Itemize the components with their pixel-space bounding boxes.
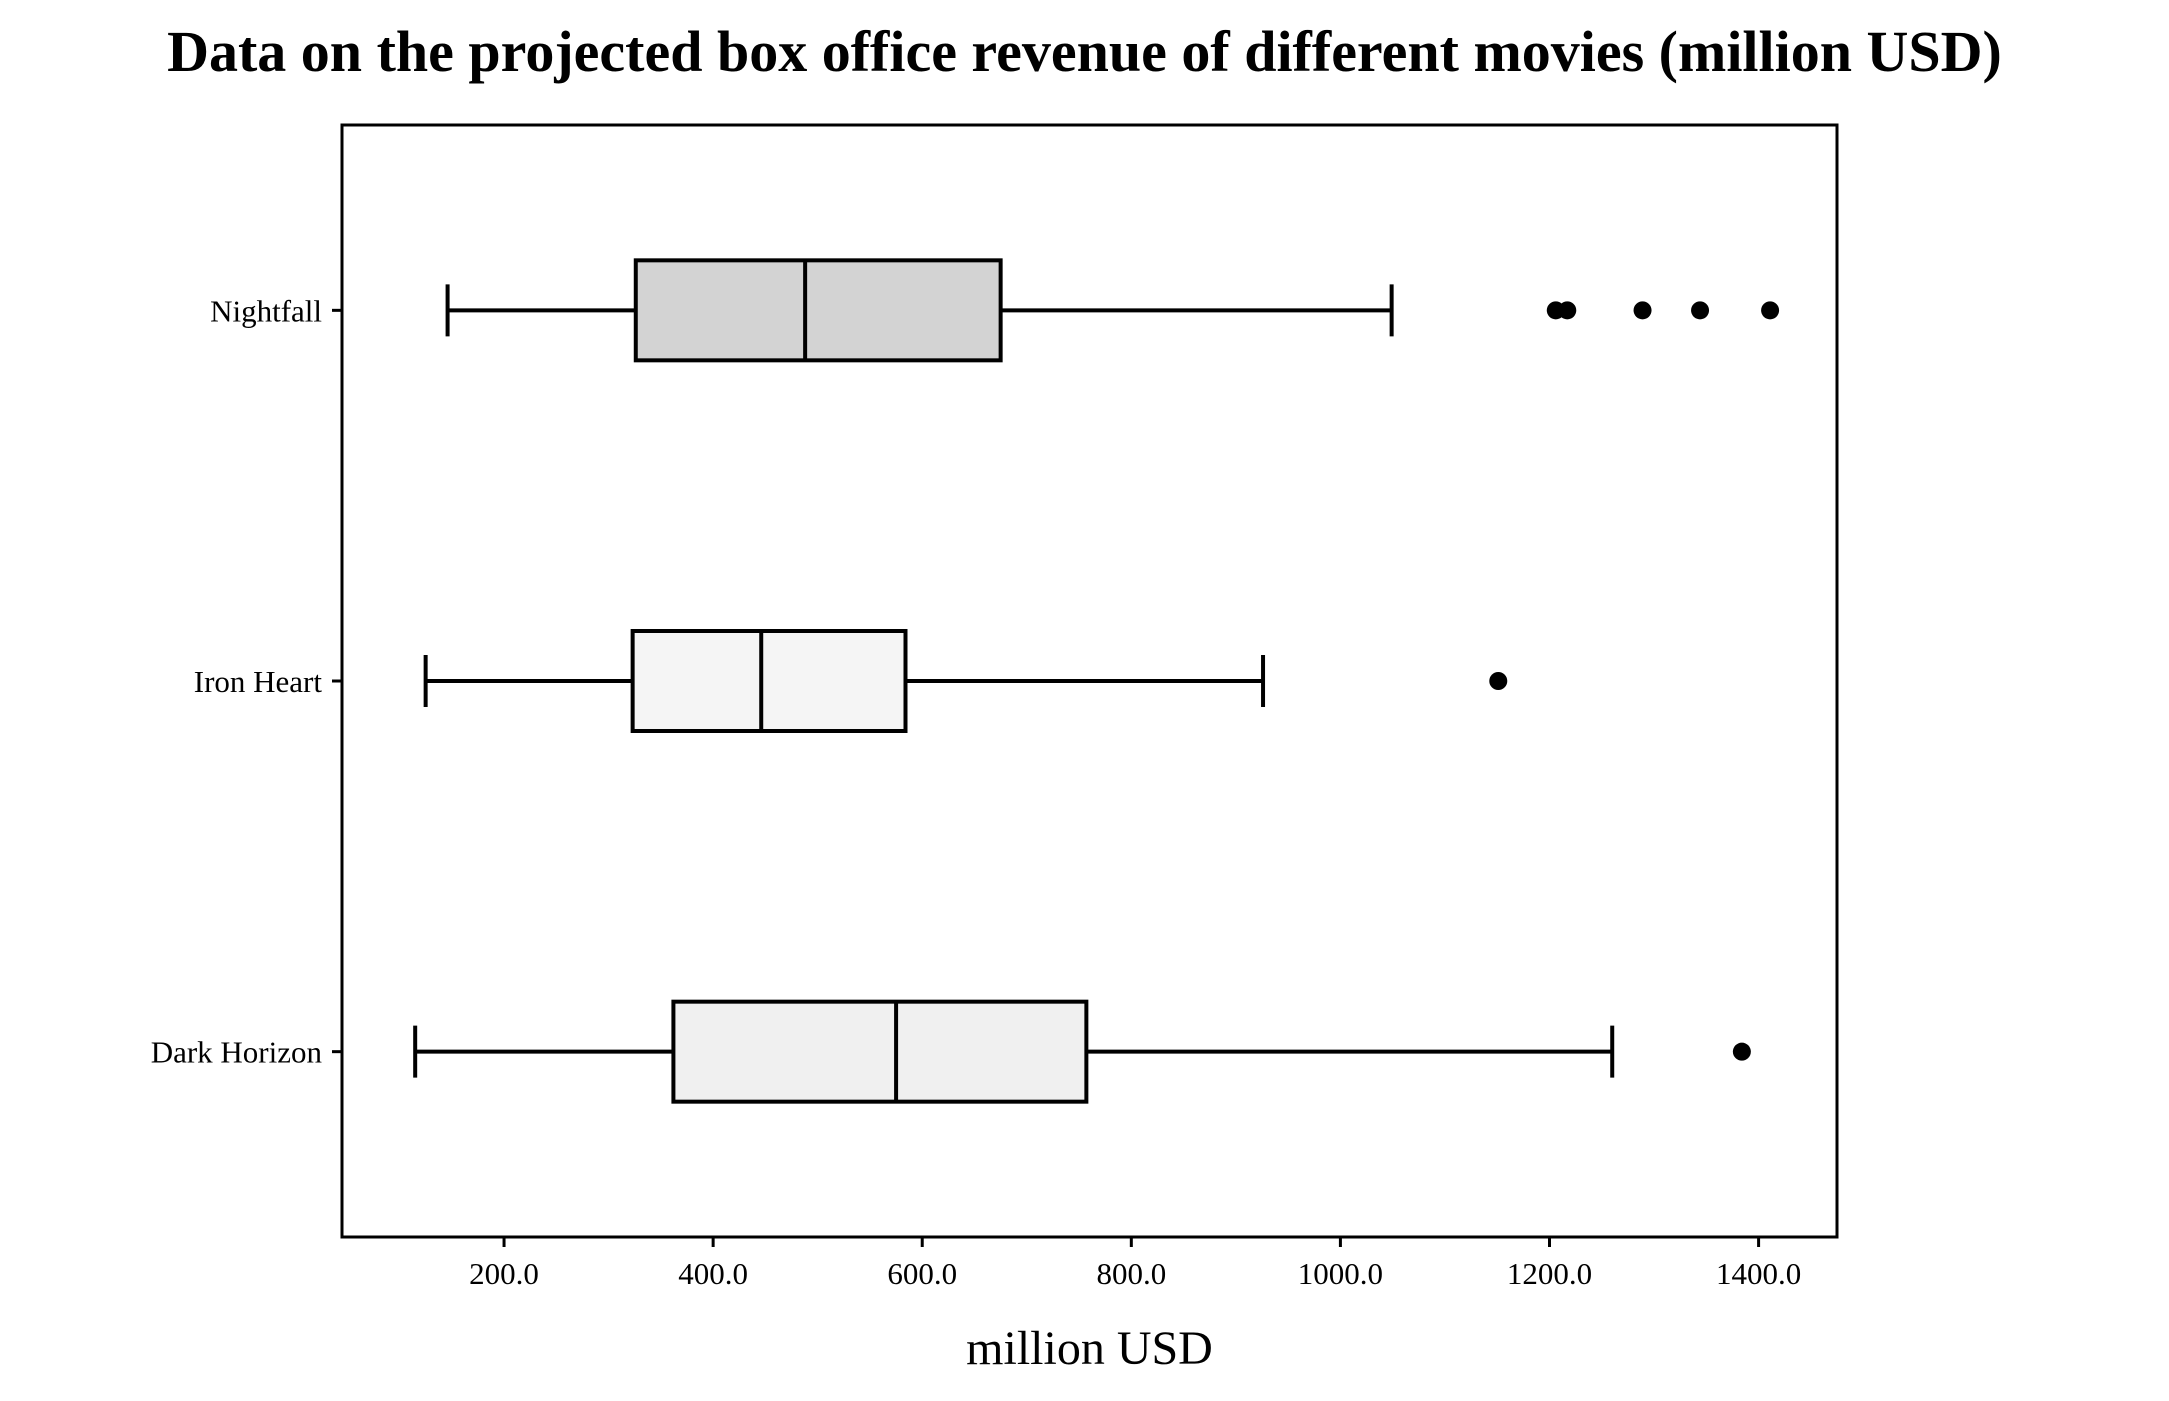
x-tick-label-800: 800.0	[1096, 1256, 1166, 1291]
y-tick-label-dark-horizon: Dark Horizon	[151, 1035, 323, 1070]
chart-title: Data on the projected box office revenue…	[167, 19, 2002, 84]
y-tick-label-iron-heart: Iron Heart	[194, 664, 323, 699]
x-tick-label-1000: 1000.0	[1298, 1256, 1383, 1291]
box-nightfall	[445, 258, 1780, 363]
y-tick-label-nightfall: Nightfall	[210, 293, 322, 328]
outlier-nightfall-5	[1761, 301, 1780, 320]
iqr-box-dark-horizon	[671, 999, 1089, 1104]
outlier-nightfall-4	[1691, 301, 1710, 320]
x-tick-label-1200: 1200.0	[1507, 1256, 1592, 1291]
iqr-box-iron-heart	[630, 629, 908, 733]
boxes-layer	[413, 258, 1780, 1104]
iqr-box-nightfall	[633, 258, 1003, 363]
outlier-nightfall-3	[1633, 301, 1652, 320]
outlier-iron-heart-1	[1489, 672, 1508, 690]
box-dark-horizon	[413, 999, 1751, 1104]
outlier-nightfall-2	[1558, 301, 1577, 320]
outlier-dark-horizon-1	[1732, 1042, 1751, 1061]
x-axis-title: million USD	[966, 1322, 1213, 1375]
x-tick-label-200: 200.0	[469, 1256, 539, 1291]
x-tick-label-400: 400.0	[678, 1256, 748, 1291]
x-tick-label-1400: 1400.0	[1716, 1256, 1801, 1291]
y-axis: Dark Horizon Iron Heart Nightfall	[151, 293, 342, 1070]
box-iron-heart	[423, 629, 1508, 733]
x-tick-label-600: 600.0	[887, 1256, 957, 1291]
x-axis: 200.0 400.0 600.0 800.0 1000.0 1200.0 1400.0	[469, 1237, 1801, 1291]
